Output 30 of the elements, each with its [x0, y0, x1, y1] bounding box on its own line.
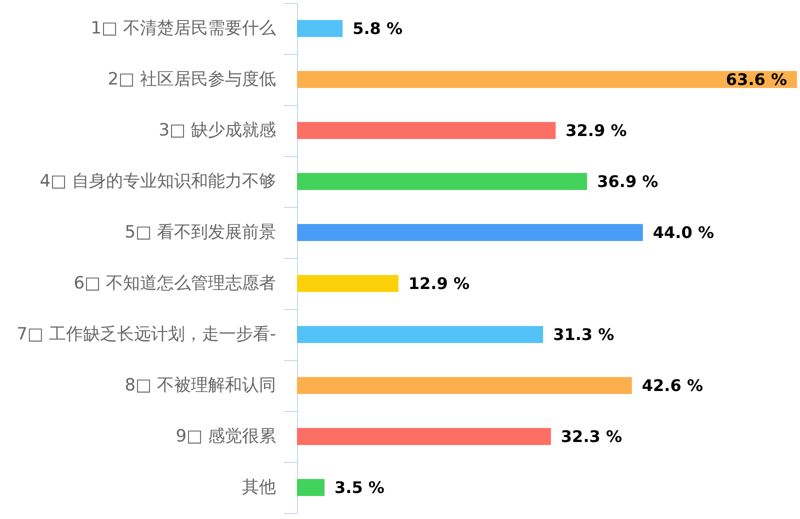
data-label: 44.0 % [652, 223, 714, 242]
bar [297, 275, 398, 292]
bar [297, 20, 343, 37]
data-label: 32.3 % [560, 427, 622, 446]
bar [297, 173, 588, 190]
y-tick-label: 6□ 不知道怎么管理志愿者 [74, 274, 276, 294]
y-tick-label: 3□ 缺少成就感 [158, 120, 276, 140]
bar [297, 326, 544, 343]
y-tick-label: 1□ 不清楚居民需要什么 [90, 18, 276, 38]
y-tick-label: 9□ 感觉很累 [176, 426, 276, 446]
y-tick-label: 2□ 社区居民参与度低 [108, 70, 276, 90]
y-tick-label: 其他 [242, 478, 276, 498]
y-tick-label: 5□ 看不到发展前景 [124, 222, 276, 242]
y-tick-label: 7□ 工作缺乏长远计划，走一步看- [16, 324, 276, 344]
data-label: 32.9 % [566, 121, 627, 140]
data-label: 42.6 % [642, 376, 703, 395]
data-label: 5.8 % [352, 19, 403, 38]
bar [297, 71, 797, 88]
bar [297, 377, 632, 394]
y-tick-label: 8□ 不被理解和认同 [124, 376, 276, 396]
data-label: 63.6 % [726, 70, 787, 89]
data-label: 36.9 % [597, 172, 658, 191]
bar [297, 224, 643, 241]
data-label: 31.3 % [553, 325, 614, 344]
bar [297, 428, 551, 445]
data-label: 12.9 % [408, 274, 470, 293]
y-tick-label: 4□ 自身的专业知识和能力不够 [40, 172, 276, 192]
bar [297, 122, 556, 139]
data-label: 3.5 % [334, 478, 384, 497]
bar [297, 479, 325, 496]
